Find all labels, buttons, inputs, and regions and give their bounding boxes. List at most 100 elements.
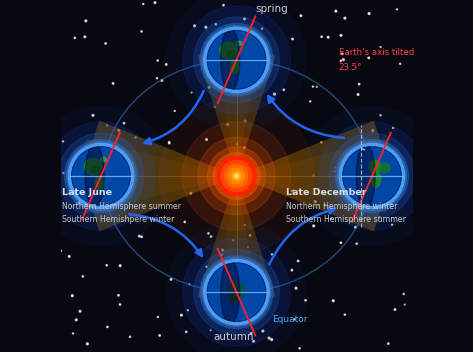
Point — [167, 277, 175, 282]
Point — [211, 104, 219, 109]
Ellipse shape — [91, 166, 101, 174]
Point — [259, 328, 267, 334]
Circle shape — [221, 161, 252, 191]
Point — [221, 166, 229, 171]
Circle shape — [183, 6, 290, 114]
Point — [310, 223, 317, 229]
Point — [359, 207, 366, 212]
Point — [216, 312, 224, 317]
Point — [178, 312, 185, 318]
Point — [258, 26, 266, 31]
Point — [268, 252, 276, 257]
Point — [337, 32, 345, 38]
Circle shape — [205, 28, 268, 92]
Circle shape — [31, 106, 171, 246]
Polygon shape — [197, 176, 276, 303]
Point — [343, 153, 350, 159]
Point — [346, 151, 353, 157]
Point — [241, 145, 248, 150]
Point — [233, 142, 241, 147]
Point — [187, 190, 195, 196]
Point — [57, 248, 65, 253]
Point — [388, 222, 396, 228]
Point — [116, 165, 123, 170]
Point — [224, 122, 232, 127]
Point — [132, 134, 140, 140]
Point — [389, 125, 397, 131]
Point — [202, 24, 210, 30]
Circle shape — [229, 168, 244, 184]
Point — [391, 307, 399, 312]
Ellipse shape — [95, 176, 104, 190]
Point — [250, 339, 257, 344]
Point — [71, 35, 79, 41]
Point — [166, 139, 173, 145]
Point — [241, 118, 249, 124]
Text: Southern Hemishpere winter: Southern Hemishpere winter — [62, 215, 175, 225]
Point — [297, 13, 305, 19]
Point — [185, 281, 193, 287]
Point — [288, 267, 296, 273]
Point — [60, 170, 67, 176]
Point — [188, 90, 195, 95]
Point — [317, 139, 325, 145]
Point — [289, 36, 296, 42]
Point — [401, 302, 409, 307]
Circle shape — [73, 148, 129, 204]
Point — [129, 161, 136, 166]
Point — [337, 58, 345, 64]
Point — [140, 1, 147, 7]
Point — [72, 317, 80, 323]
Point — [330, 298, 337, 303]
Circle shape — [341, 144, 403, 208]
Point — [162, 62, 170, 67]
Ellipse shape — [85, 144, 104, 208]
Point — [250, 297, 258, 302]
Circle shape — [329, 133, 415, 219]
Text: Northern Hemisphere winter: Northern Hemisphere winter — [286, 202, 397, 212]
Ellipse shape — [229, 293, 237, 304]
Point — [294, 258, 302, 264]
Circle shape — [344, 148, 400, 204]
Point — [212, 21, 219, 27]
Point — [268, 337, 275, 342]
Point — [291, 316, 298, 322]
Point — [69, 331, 77, 336]
Text: Northern Hemisphere summer: Northern Hemisphere summer — [62, 202, 181, 212]
Ellipse shape — [228, 282, 245, 299]
Point — [327, 216, 335, 222]
Point — [331, 169, 338, 174]
Ellipse shape — [356, 144, 375, 208]
Point — [120, 120, 128, 126]
Point — [355, 81, 363, 87]
Circle shape — [318, 122, 426, 230]
Polygon shape — [213, 176, 260, 310]
Point — [220, 2, 228, 8]
Point — [158, 78, 166, 83]
Point — [365, 55, 373, 61]
Circle shape — [235, 174, 238, 178]
Ellipse shape — [221, 28, 240, 92]
Ellipse shape — [227, 50, 236, 58]
Ellipse shape — [379, 163, 390, 173]
Point — [353, 241, 360, 246]
Point — [65, 253, 73, 259]
Point — [207, 327, 214, 333]
Point — [151, 0, 159, 5]
Point — [228, 187, 235, 192]
Point — [154, 58, 161, 63]
Point — [203, 137, 210, 142]
Point — [241, 16, 248, 22]
Point — [75, 200, 83, 205]
Ellipse shape — [371, 171, 381, 187]
Circle shape — [209, 264, 264, 320]
Point — [79, 274, 87, 279]
Point — [311, 199, 319, 205]
Ellipse shape — [220, 42, 237, 58]
Point — [103, 122, 111, 128]
Point — [138, 234, 145, 240]
Point — [309, 84, 317, 89]
Polygon shape — [236, 121, 385, 231]
Point — [136, 233, 143, 239]
Text: 23.5°: 23.5° — [339, 63, 362, 73]
